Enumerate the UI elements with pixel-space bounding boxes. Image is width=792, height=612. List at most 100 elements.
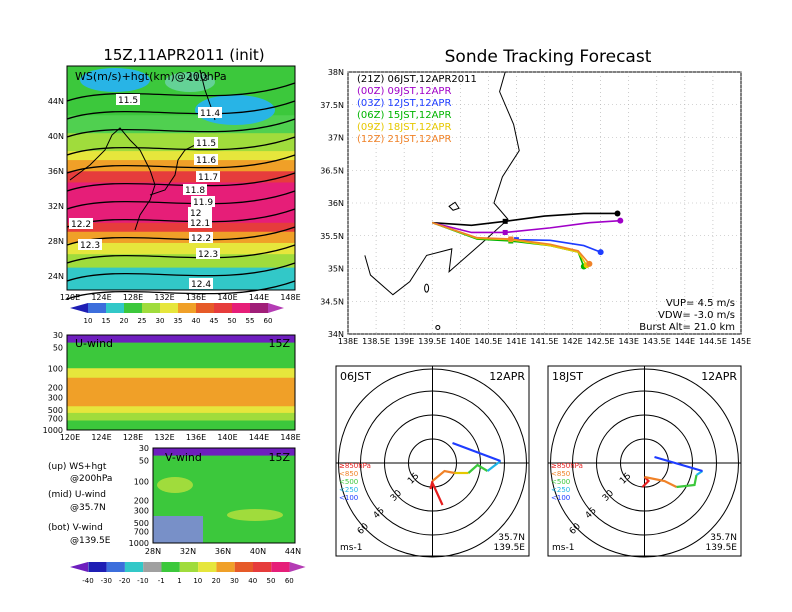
u-lon-tick: 128E <box>123 433 143 442</box>
hodograph-trace <box>467 463 489 474</box>
legend-text: (bot) V-wind <box>48 523 103 533</box>
hgt-contour <box>66 190 296 210</box>
lon-tick: 132E <box>154 293 174 302</box>
landing-marker <box>614 210 621 217</box>
vdw-text: VDW= -3.0 m/s <box>658 310 735 321</box>
hgt-label-bg <box>78 239 102 250</box>
u-lon-tick: 148E <box>280 433 300 442</box>
hgt-label: 11.4 <box>200 109 220 119</box>
hgt-label-bg <box>191 196 215 207</box>
vup-text: VUP= 4.5 m/s <box>666 298 735 309</box>
wind-colorbar-segment <box>216 562 235 572</box>
hgt-label-bg <box>188 217 212 228</box>
ws-colorbar-segment <box>106 303 124 313</box>
ws-band <box>67 222 295 233</box>
ws-band <box>67 254 295 269</box>
hgt-contour <box>66 136 296 156</box>
hodograph-unit: ms-1 <box>552 543 574 553</box>
v-p-tick: 200 <box>134 496 149 505</box>
map-top-label: 11.3 <box>188 74 208 84</box>
track-lon-tick: 144.5E <box>699 337 727 346</box>
u-band <box>67 377 295 407</box>
map-label: WS(m/s)+hgt(km)@200hPa <box>75 70 227 83</box>
level-legend: <100 <box>339 494 358 502</box>
hgt-label-bg <box>198 107 222 118</box>
ws-colorbar-label: 60 <box>264 317 273 325</box>
launch-label: (09Z) 18JST,12APR <box>357 122 451 133</box>
hodograph-unit: ms-1 <box>340 543 362 553</box>
hgt-label-bg <box>189 232 213 243</box>
wind-colorbar-label: -1 <box>158 577 165 585</box>
lat-tick: 40N <box>48 132 64 141</box>
hodograph-trace <box>486 460 502 472</box>
u-band <box>67 420 295 431</box>
ws-colorbar-segment <box>160 303 178 313</box>
level-legend: <250 <box>339 486 358 494</box>
hodograph-date: 12APR <box>701 370 737 383</box>
wind-colorbar-label: -30 <box>101 577 112 585</box>
lon-tick: 144E <box>249 293 269 302</box>
u-p-tick: 1000 <box>43 426 63 435</box>
hodograph-time: 06JST <box>340 370 371 383</box>
ws-colorbar-label: 25 <box>138 317 147 325</box>
v-lat-tick: 28N <box>145 547 161 556</box>
hgt-contour <box>66 118 296 138</box>
track-lat-tick: 38N <box>328 68 344 77</box>
lon-tick: 124E <box>91 293 111 302</box>
ws-patch <box>165 72 215 92</box>
lat-tick: 32N <box>48 202 64 211</box>
level-legend: <250 <box>551 486 570 494</box>
wind-colorbar-label: -20 <box>119 577 130 585</box>
u-p-tick: 30 <box>53 331 63 340</box>
ws-colorbar-segment <box>178 303 196 313</box>
lon-tick: 148E <box>280 293 300 302</box>
ws-colorbar-segment <box>268 303 284 313</box>
level-legend: <100 <box>551 494 570 502</box>
track-lat-tick: 34.5N <box>320 297 344 306</box>
ws-band <box>67 160 295 172</box>
ws-colorbar-label: 50 <box>228 317 237 325</box>
track-5 <box>431 221 591 265</box>
hodograph-lat: 35.7N <box>498 533 525 543</box>
track-lon-tick: 140E <box>450 337 470 346</box>
burst-marker <box>502 229 508 235</box>
level-legend: <850 <box>551 470 570 478</box>
v-p-tick: 500 <box>134 519 149 528</box>
launch-label: (03Z) 12JST,12APR <box>357 98 451 109</box>
ws-colorbar-label: 30 <box>156 317 165 325</box>
ws-colorbar-label: 10 <box>84 317 93 325</box>
hgt-label: 11.9 <box>193 198 213 208</box>
u-p-tick: 100 <box>48 364 63 373</box>
lon-tick: 128E <box>123 293 143 302</box>
u-p-tick: 500 <box>48 406 63 415</box>
v-frame <box>152 447 296 544</box>
map-title: 15Z,11APR2011 (init) <box>103 46 264 64</box>
island <box>435 324 441 330</box>
hgt-contour <box>66 82 296 102</box>
track-lon-tick: 138.5E <box>362 337 390 346</box>
hodograph-trace <box>644 475 677 488</box>
u-lon-tick: 140E <box>217 433 237 442</box>
track-lon-tick: 141.5E <box>531 337 559 346</box>
wind-colorbar-label: -40 <box>82 577 93 585</box>
u-band <box>67 412 295 421</box>
hodograph-date: 12APR <box>489 370 525 383</box>
track-lon-tick: 145E <box>731 337 751 346</box>
hgt-contour <box>66 172 296 192</box>
hgt-label: 11.8 <box>185 186 205 196</box>
track-lat-tick: 36N <box>328 199 344 208</box>
hodograph-trace <box>429 479 444 506</box>
v-time: 15Z <box>268 451 290 464</box>
wind-colorbar-segment <box>88 562 107 572</box>
wind-colorbar-label: 40 <box>248 577 257 585</box>
ws-band <box>67 231 295 244</box>
v-patch <box>157 477 193 493</box>
landing-marker <box>597 249 604 256</box>
hgt-label: 12.3 <box>80 241 100 251</box>
track-lat-tick: 37N <box>328 134 344 143</box>
hgt-contour <box>66 100 296 120</box>
ws-colorbar-segment <box>196 303 214 313</box>
track-0 <box>432 212 618 227</box>
map-frame <box>66 65 296 291</box>
wind-colorbar-segment <box>271 562 290 572</box>
